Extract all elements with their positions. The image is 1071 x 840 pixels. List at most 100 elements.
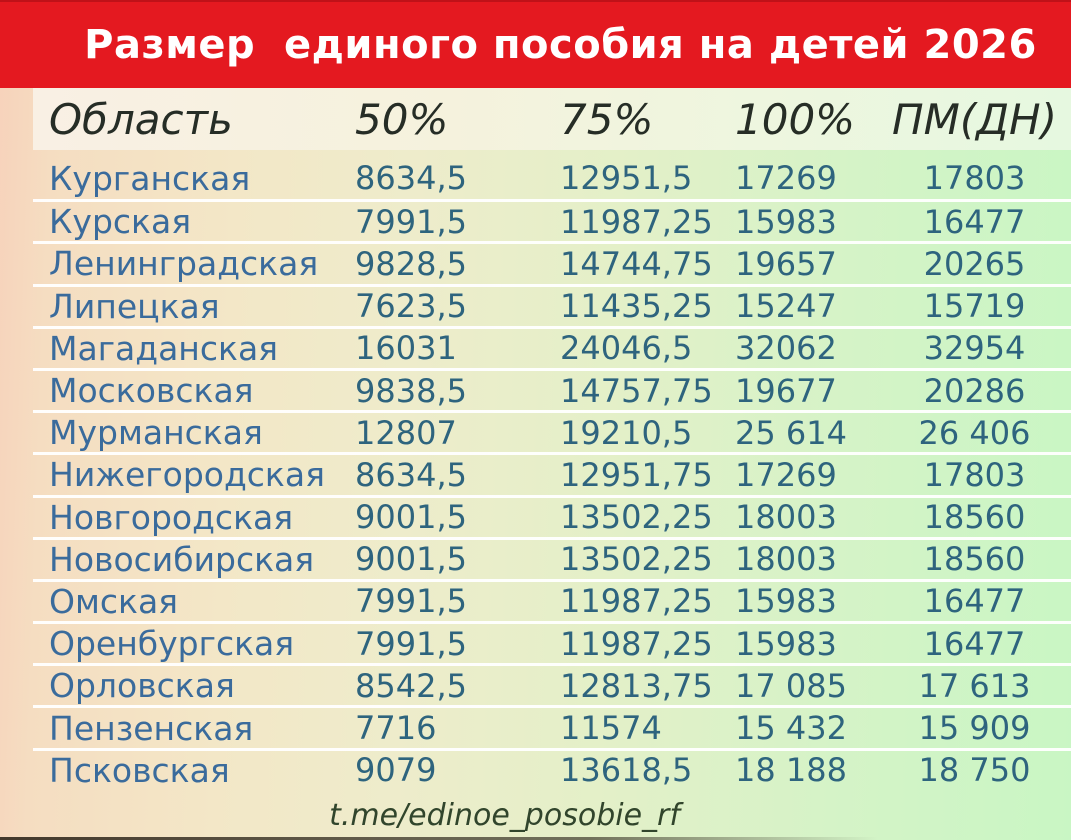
value-cell: 9001,5: [355, 540, 467, 579]
value-cell: 18003: [735, 498, 837, 537]
value-cell: 15 432: [735, 709, 847, 748]
value-cell: 11987,25: [560, 582, 713, 621]
value-cell: 9001,5: [355, 498, 467, 537]
region-cell: Оренбургская: [49, 624, 295, 664]
region-cell: Пензенская: [49, 708, 254, 748]
value-cell: 16477: [923, 202, 1026, 241]
region-cell: Курская: [49, 202, 192, 242]
value-cell: 16031: [355, 329, 457, 368]
column-header-100pct: 100%: [735, 94, 856, 144]
table-row: Новгородская 9001,5 13502,25 18003 18560: [33, 494, 1071, 537]
value-cell: 26 406: [918, 413, 1031, 452]
region-cell: Псковская: [49, 750, 230, 790]
value-cell: 16477: [923, 624, 1026, 663]
table-row: Курская 7991,5 11987,25 15983 16477: [33, 199, 1071, 241]
region-cell: Нижегородская: [49, 455, 325, 495]
value-cell: 19677: [735, 371, 837, 410]
value-cell: 18 750: [918, 751, 1031, 790]
value-cell: 12807: [355, 413, 457, 452]
value-cell: 16477: [923, 582, 1026, 621]
table-body: Курганская 8634,5 12951,5 17269 17803 Курская…: [33, 157, 1071, 790]
value-cell: 11987,25: [560, 202, 713, 241]
value-cell: 19657: [735, 244, 837, 283]
value-cell: 18560: [923, 498, 1026, 537]
value-cell: 17269: [735, 159, 837, 198]
table-row: Нижегородская 8634,5 12951,75 17269 17803: [33, 452, 1071, 494]
value-cell: 13502,25: [560, 540, 713, 579]
value-cell: 14757,75: [560, 371, 713, 410]
value-cell: 18 188: [735, 751, 847, 790]
title-banner: Размер единого пособия на детей 2026: [0, 0, 1071, 88]
value-cell: 9079: [355, 751, 437, 790]
value-cell: 32954: [923, 329, 1026, 368]
value-cell: 15983: [735, 202, 837, 241]
value-cell: 12951,75: [560, 455, 713, 494]
value-cell: 13618,5: [560, 751, 693, 790]
region-cell: Магаданская: [49, 328, 279, 368]
value-cell: 15983: [735, 624, 837, 663]
table-row: Пензенская 7716 11574 15 432 15 909: [33, 705, 1071, 748]
value-cell: 9828,5: [355, 244, 467, 283]
value-cell: 12813,75: [560, 666, 713, 705]
value-cell: 8542,5: [355, 666, 467, 705]
value-cell: 14744,75: [560, 244, 713, 283]
value-cell: 20286: [923, 371, 1026, 410]
table-row: Новосибирская 9001,5 13502,25 18003 18560: [33, 536, 1071, 579]
table-row: Ленинградская 9828,5 14744,75 19657 20265: [33, 241, 1071, 283]
value-cell: 15 909: [918, 709, 1031, 748]
value-cell: 17 613: [918, 666, 1031, 705]
value-cell: 8634,5: [355, 455, 467, 494]
region-cell: Новгородская: [49, 497, 294, 537]
value-cell: 7991,5: [355, 624, 467, 663]
value-cell: 19210,5: [560, 413, 693, 452]
page-title: Размер единого пособия на детей 2026: [84, 22, 1037, 68]
value-cell: 11435,25: [560, 287, 713, 326]
value-cell: 25 614: [735, 413, 847, 452]
table-row: Орловская 8542,5 12813,75 17 085 17 613: [33, 663, 1071, 705]
table-header: Область 50% 75% 100% ПМ(ДН): [33, 88, 1071, 150]
value-cell: 24046,5: [560, 329, 693, 368]
value-cell: 13502,25: [560, 498, 713, 537]
table-row: Курганская 8634,5 12951,5 17269 17803: [33, 157, 1071, 199]
value-cell: 17803: [923, 455, 1026, 494]
value-cell: 7991,5: [355, 202, 467, 241]
table-row: Псковская 9079 13618,5 18 188 18 750: [33, 747, 1071, 790]
value-cell: 18003: [735, 540, 837, 579]
table-row: Липецкая 7623,5 11435,25 15247 15719: [33, 283, 1071, 326]
value-cell: 15719: [923, 287, 1026, 326]
region-cell: Мурманская: [49, 413, 263, 453]
table-row: Омская 7991,5 11987,25 15983 16477: [33, 578, 1071, 621]
value-cell: 7623,5: [355, 287, 467, 326]
table-row: Оренбургская 7991,5 11987,25 15983 16477: [33, 621, 1071, 663]
value-cell: 32062: [735, 329, 837, 368]
value-cell: 17803: [923, 159, 1026, 198]
value-cell: 11987,25: [560, 624, 713, 663]
value-cell: 17 085: [735, 666, 847, 705]
value-cell: 8634,5: [355, 159, 467, 198]
column-header-pm-dn: ПМ(ДН): [892, 94, 1057, 144]
table-row: Магаданская 16031 24046,5 32062 32954: [33, 325, 1071, 368]
value-cell: 17269: [735, 455, 837, 494]
value-cell: 7991,5: [355, 582, 467, 621]
region-cell: Ленинградская: [49, 244, 319, 284]
column-header-75pct: 75%: [560, 94, 654, 144]
value-cell: 7716: [355, 709, 437, 748]
region-cell: Московская: [49, 371, 254, 411]
table-row: Мурманская 12807 19210,5 25 614 26 406: [33, 410, 1071, 452]
region-cell: Новосибирская: [49, 539, 315, 579]
region-cell: Липецкая: [49, 286, 220, 326]
value-cell: 9838,5: [355, 371, 467, 410]
column-header-50pct: 50%: [355, 94, 449, 144]
table-row: Московская 9838,5 14757,75 19677 20286: [33, 367, 1071, 411]
footer-telegram-link: t.me/edinoe_posobie_rf: [329, 797, 680, 833]
value-cell: 15983: [735, 582, 837, 621]
region-cell: Омская: [49, 581, 179, 621]
region-cell: Курганская: [49, 158, 251, 198]
value-cell: 18560: [923, 540, 1026, 579]
value-cell: 15247: [735, 287, 837, 326]
value-cell: 12951,5: [560, 159, 693, 198]
value-cell: 20265: [923, 244, 1026, 283]
value-cell: 11574: [560, 709, 662, 748]
column-header-region: Область: [49, 94, 233, 144]
